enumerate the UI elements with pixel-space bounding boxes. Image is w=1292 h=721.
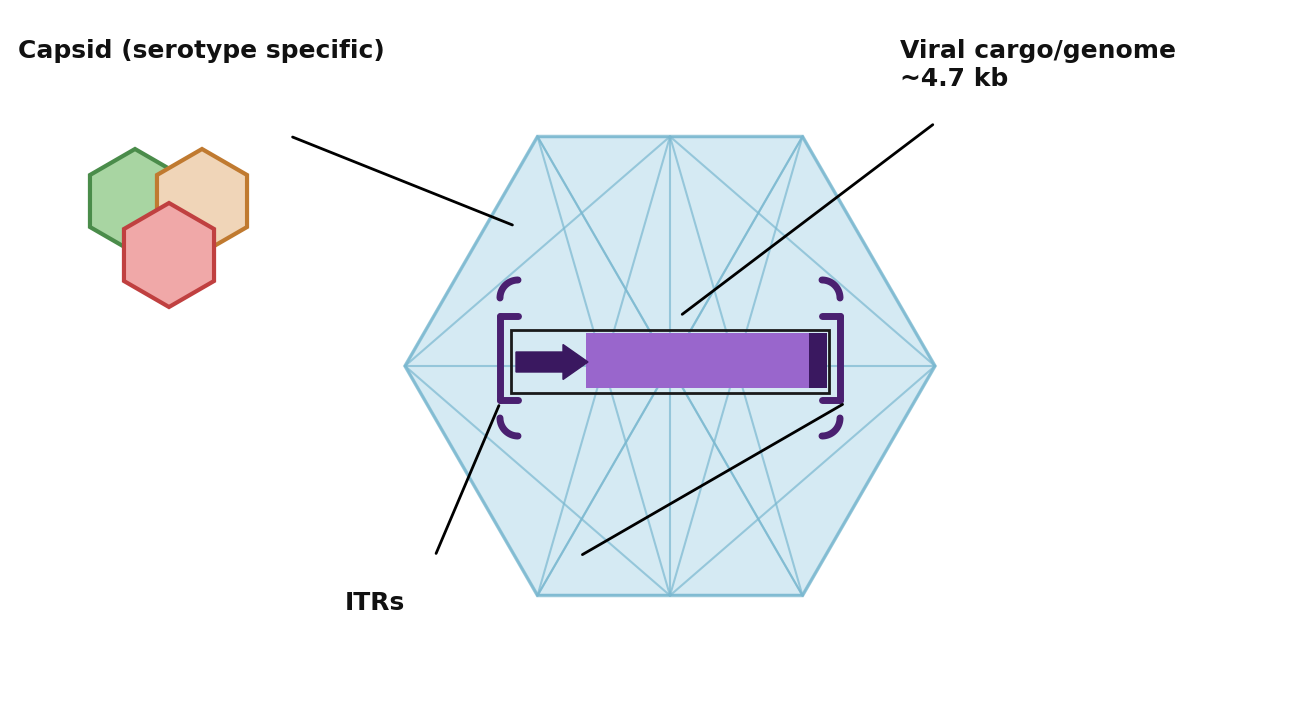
Text: Capsid (serotype specific): Capsid (serotype specific) — [18, 39, 385, 63]
Polygon shape — [90, 149, 180, 253]
Polygon shape — [404, 136, 935, 596]
Polygon shape — [124, 203, 214, 307]
Text: Viral cargo/genome
~4.7 kb: Viral cargo/genome ~4.7 kb — [901, 39, 1176, 91]
Polygon shape — [156, 149, 247, 253]
Text: ITRs: ITRs — [345, 591, 406, 615]
Polygon shape — [809, 333, 827, 388]
Polygon shape — [587, 333, 827, 388]
FancyArrow shape — [516, 345, 588, 379]
